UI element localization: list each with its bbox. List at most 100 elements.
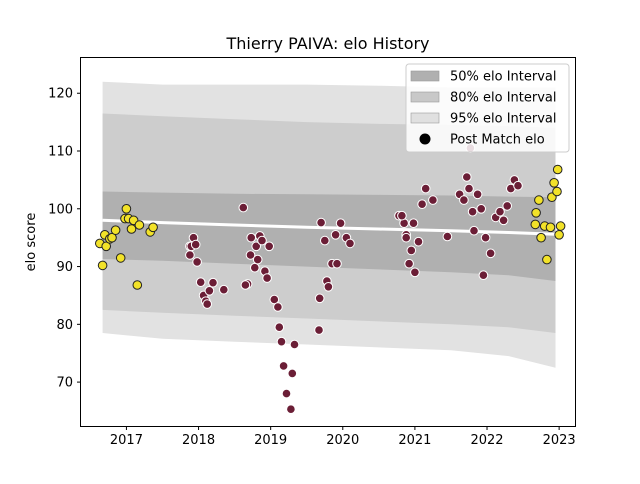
- point-older: [345, 238, 355, 249]
- point-older: [410, 267, 420, 278]
- point-older: [464, 183, 474, 194]
- point-older: [480, 232, 491, 243]
- point-older: [413, 236, 424, 247]
- point-older: [195, 277, 206, 288]
- point-older: [442, 231, 453, 242]
- y-tick-label: 90: [56, 260, 73, 275]
- point-older: [202, 299, 212, 309]
- point-recent: [552, 164, 563, 175]
- point-older: [408, 218, 419, 228]
- point-older: [250, 262, 260, 273]
- y-axis-label: elo score: [24, 213, 39, 272]
- point-older: [262, 273, 272, 283]
- band-50: [102, 191, 556, 281]
- point-older: [335, 218, 346, 228]
- post-match-points: [95, 143, 566, 415]
- point-recent: [545, 222, 556, 233]
- point-older: [314, 293, 325, 304]
- legend-label: 95% elo Interval: [450, 112, 557, 127]
- point-older: [219, 284, 229, 295]
- point-older: [472, 189, 483, 200]
- point-recent: [549, 178, 559, 188]
- y-tick-label: 80: [56, 318, 73, 333]
- point-recent: [534, 195, 544, 205]
- legend-marker: [419, 133, 431, 145]
- chart-title: Thierry PAIVA: elo History: [225, 34, 429, 53]
- point-older: [330, 230, 341, 240]
- axes-frame: [80, 57, 576, 427]
- point-older: [185, 250, 195, 260]
- point-recent: [148, 222, 158, 233]
- y-tick-label: 70: [56, 376, 73, 391]
- mean-line: [102, 218, 556, 236]
- point-recent: [121, 204, 132, 214]
- point-older: [428, 195, 438, 205]
- point-older: [406, 245, 417, 256]
- point-older: [289, 339, 300, 350]
- point-older: [417, 199, 427, 209]
- point-older: [240, 280, 251, 290]
- point-older: [269, 294, 280, 305]
- point-older: [476, 204, 487, 214]
- legend-swatch: [410, 112, 440, 124]
- point-older: [190, 239, 201, 250]
- x-tick-label: 2020: [326, 433, 359, 448]
- point-older: [273, 302, 283, 312]
- point-recent: [536, 232, 546, 243]
- point-older: [274, 322, 285, 333]
- point-older: [257, 235, 267, 246]
- point-older: [467, 206, 478, 217]
- point-older: [252, 254, 263, 265]
- x-tick-label: 2019: [254, 433, 287, 448]
- point-older: [404, 258, 414, 269]
- point-recent: [101, 241, 111, 252]
- point-recent: [531, 208, 541, 218]
- point-older: [246, 232, 256, 243]
- point-older: [397, 210, 407, 221]
- point-older: [314, 325, 324, 335]
- y-tick-label: 120: [48, 87, 73, 102]
- point-older: [251, 241, 262, 252]
- point-older: [238, 202, 249, 213]
- point-recent: [97, 260, 108, 271]
- point-older: [208, 277, 218, 288]
- point-older: [478, 270, 489, 281]
- point-recent: [530, 219, 541, 230]
- point-older: [323, 282, 334, 292]
- point-recent: [115, 253, 126, 263]
- y-tick-label: 110: [48, 145, 73, 160]
- point-older: [462, 172, 472, 182]
- point-older: [276, 336, 287, 347]
- point-older: [286, 404, 296, 415]
- point-older: [485, 248, 496, 259]
- legend-label: 80% elo Interval: [450, 91, 557, 106]
- interval-bands: [102, 81, 556, 368]
- point-recent: [542, 254, 552, 265]
- point-recent: [107, 232, 117, 243]
- point-older: [192, 257, 202, 267]
- legend-label: Post Match elo: [450, 133, 545, 148]
- legend-swatch: [410, 70, 440, 82]
- point-recent: [554, 230, 564, 240]
- point-older: [469, 225, 479, 236]
- point-older: [498, 215, 509, 226]
- point-older: [278, 361, 289, 371]
- point-recent: [126, 224, 137, 234]
- point-older: [320, 235, 330, 246]
- point-older: [204, 286, 215, 296]
- point-recent: [134, 220, 145, 230]
- legend-label: 50% elo Interval: [450, 70, 557, 85]
- legend-swatch: [410, 91, 440, 103]
- point-older: [459, 195, 469, 205]
- point-older: [513, 180, 523, 191]
- point-older: [316, 217, 326, 228]
- legend-box: [405, 63, 570, 153]
- legend: 50% elo Interval 80% elo Interval 95% elo …: [405, 63, 570, 153]
- y-axis-ticks: 70 80 90 100 110 120: [48, 87, 81, 391]
- point-recent: [555, 221, 566, 231]
- y-tick-label: 100: [48, 202, 73, 217]
- x-tick-label: 2022: [470, 433, 503, 448]
- point-recent: [132, 280, 143, 290]
